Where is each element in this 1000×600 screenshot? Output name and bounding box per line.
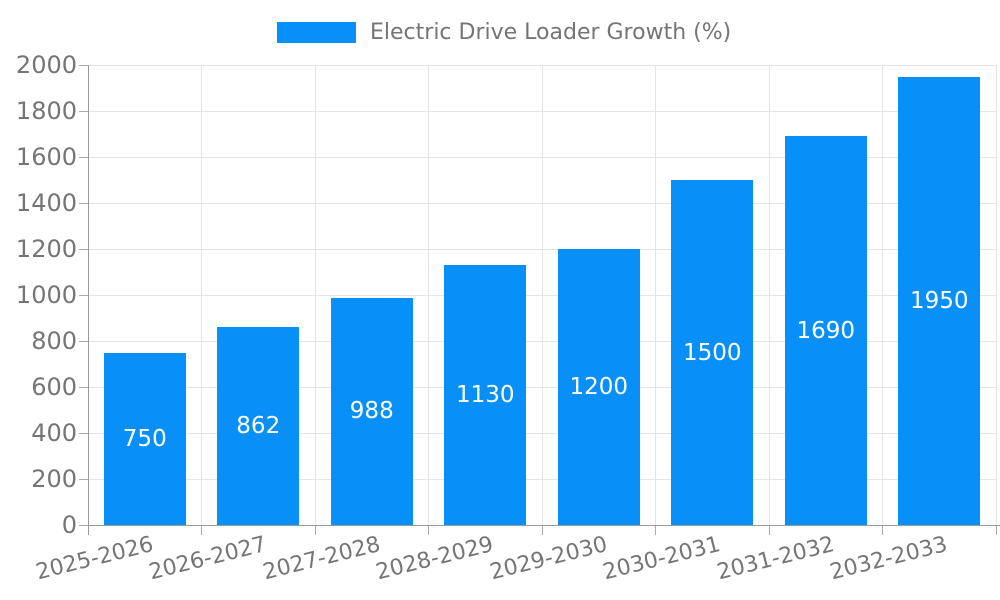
y-tick-label: 800 [31,327,77,355]
y-axis-tick [79,340,88,342]
x-axis-tick [995,525,997,535]
x-gridline [428,65,429,525]
bar-value-label: 988 [349,398,394,425]
x-tick-label: 2026-2027 [146,532,270,586]
x-gridline [201,65,202,525]
x-axis-line [88,524,1000,526]
chart-legend[interactable]: Electric Drive Loader Growth (%) [277,20,731,45]
y-axis-tick [79,202,88,204]
y-axis-tick [79,64,88,66]
bar[interactable]: 1200 [557,249,640,525]
x-tick-label: 2027-2028 [260,532,383,586]
bar-value-label: 1950 [909,287,969,314]
y-axis-tick [79,248,88,250]
bar[interactable]: 1690 [784,136,867,525]
x-gridline [995,65,997,525]
bar[interactable]: 862 [217,326,300,525]
y-tick-label: 600 [31,373,77,401]
y-axis-tick [79,294,88,296]
legend-swatch-icon [277,22,356,43]
bar-value-label: 750 [122,425,167,452]
x-axis-tick [541,525,543,535]
x-tick-label: 2031-2032 [714,532,837,586]
y-tick-label: 1000 [15,281,77,309]
bar[interactable]: 1500 [671,180,754,525]
y-tick-label: 1600 [15,143,77,171]
bar[interactable]: 750 [103,352,186,525]
x-gridline [655,65,656,525]
bar[interactable]: 988 [330,297,413,525]
y-axis-tick [79,110,88,112]
x-gridline [314,65,316,525]
x-axis-tick [314,525,316,535]
y-tick-label: 1200 [15,235,77,263]
bar-value-label: 1500 [682,339,742,366]
y-axis-tick [79,524,88,526]
x-axis-tick [201,525,202,535]
x-axis-tick [428,525,429,535]
y-tick-label: 200 [31,465,77,493]
y-axis-tick [79,432,88,434]
x-axis-tick [882,525,883,535]
y-tick-label: 400 [31,419,77,447]
y-tick-label: 2000 [15,51,77,79]
x-gridline [541,65,543,525]
bar[interactable]: 1130 [444,265,527,525]
y-tick-label: 1800 [15,97,77,125]
bar-value-label: 1690 [796,317,856,344]
bar-value-label: 1200 [569,374,629,400]
x-tick-label: 2030-2031 [600,532,724,586]
bar-value-label: 1130 [455,382,515,409]
x-axis-tick [655,525,656,535]
x-axis-tick [768,525,770,535]
x-gridline [882,65,883,525]
x-tick-label: 2028-2029 [373,532,497,586]
y-axis-line [87,65,89,535]
legend-label: Electric Drive Loader Growth (%) [370,20,732,45]
bar[interactable]: 1950 [898,76,981,525]
y-axis-tick [79,156,88,158]
bar-value-label: 862 [236,412,281,439]
x-tick-label: 2029-2030 [487,532,610,586]
x-tick-label: 2032-2033 [827,532,951,586]
y-tick-label: 1400 [15,189,77,217]
x-gridline [768,65,770,525]
x-tick-label: 2025-2026 [33,532,156,586]
y-tick-label: 0 [61,511,77,539]
y-axis-tick [79,386,88,388]
y-axis-tick [79,478,88,480]
